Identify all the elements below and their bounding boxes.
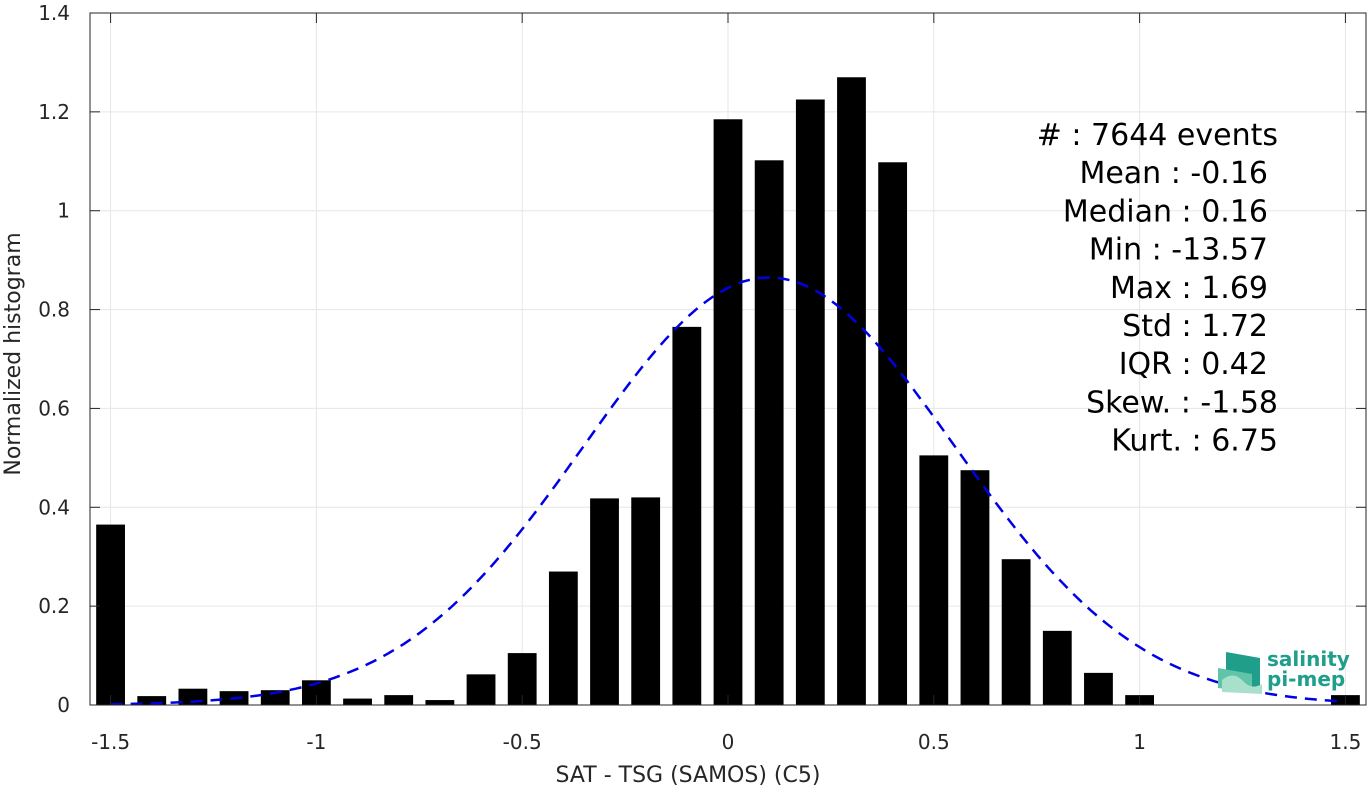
stats-line: Max : 1.69 bbox=[1110, 271, 1268, 306]
gaussian-fit-curve bbox=[110, 276, 1346, 706]
histogram-bar bbox=[960, 470, 990, 705]
y-tick-label: 0.6 bbox=[38, 396, 70, 420]
histogram-bar bbox=[878, 162, 908, 705]
histogram-bar bbox=[260, 690, 290, 705]
y-tick-label: 0.8 bbox=[38, 298, 70, 322]
logo-line1: salinity bbox=[1267, 647, 1350, 671]
histogram-bar bbox=[96, 524, 125, 705]
histogram-bar bbox=[672, 326, 702, 705]
x-tick-label: 0.5 bbox=[918, 730, 950, 754]
histogram-bar bbox=[631, 497, 661, 705]
salinity-pi-mep-logo: salinity pi-mep bbox=[1218, 647, 1350, 694]
histogram-bar bbox=[1042, 630, 1072, 705]
y-tick-label: 1.2 bbox=[38, 100, 70, 124]
y-tick-label: 0.4 bbox=[38, 495, 70, 519]
y-ticks: 0 0.2 0.4 0.6 0.8 1 1.2 1.4 bbox=[38, 1, 1366, 717]
stats-line: Mean : -0.16 bbox=[1079, 156, 1268, 191]
x-tick-label: -1.5 bbox=[91, 730, 130, 754]
y-tick-label: 0 bbox=[57, 693, 70, 717]
histogram-bar bbox=[137, 696, 167, 705]
histogram-bars bbox=[96, 77, 1360, 706]
histogram-bar bbox=[754, 160, 784, 706]
histogram-bar bbox=[343, 698, 372, 705]
logo-line2: pi-mep bbox=[1267, 667, 1345, 691]
x-tick-label: -0.5 bbox=[503, 730, 542, 754]
x-tick-label: 1 bbox=[1133, 730, 1146, 754]
histogram-bar bbox=[548, 571, 578, 705]
histogram-bar bbox=[919, 455, 949, 705]
stats-line: Skew. : -1.58 bbox=[1086, 385, 1278, 420]
histogram-bar bbox=[590, 498, 619, 705]
logo-emblem-icon bbox=[1218, 652, 1262, 694]
x-ticks: -1.5 -1 -0.5 0 0.5 1 1.5 bbox=[91, 13, 1361, 754]
y-tick-label: 1 bbox=[57, 199, 70, 223]
histogram-bar bbox=[384, 695, 414, 705]
histogram-bar bbox=[1001, 559, 1031, 705]
x-tick-label: 0 bbox=[722, 730, 735, 754]
y-axis-label: Normalized histogram bbox=[1, 232, 26, 475]
x-axis-label: SAT - TSG (SAMOS) (C5) bbox=[556, 763, 821, 785]
stats-line: IQR : 0.42 bbox=[1119, 347, 1268, 382]
histogram-bar bbox=[466, 674, 496, 705]
histogram-bar bbox=[837, 77, 866, 705]
y-tick-label: 0.2 bbox=[38, 594, 70, 618]
stats-line: Min : -13.57 bbox=[1089, 233, 1268, 268]
stats-line: Kurt. : 6.75 bbox=[1111, 424, 1278, 459]
stats-line: # : 7644 events bbox=[1037, 118, 1278, 153]
histogram-bar bbox=[795, 99, 825, 705]
histogram-bar bbox=[425, 700, 455, 705]
stats-line: Std : 1.72 bbox=[1122, 309, 1268, 344]
histogram-bar bbox=[1084, 672, 1113, 705]
x-tick-label: 1.5 bbox=[1330, 730, 1362, 754]
x-tick-label: -1 bbox=[306, 730, 326, 754]
y-tick-label: 1.4 bbox=[38, 1, 70, 25]
histogram-bar bbox=[713, 119, 743, 706]
stats-line: Median : 0.16 bbox=[1063, 194, 1268, 229]
